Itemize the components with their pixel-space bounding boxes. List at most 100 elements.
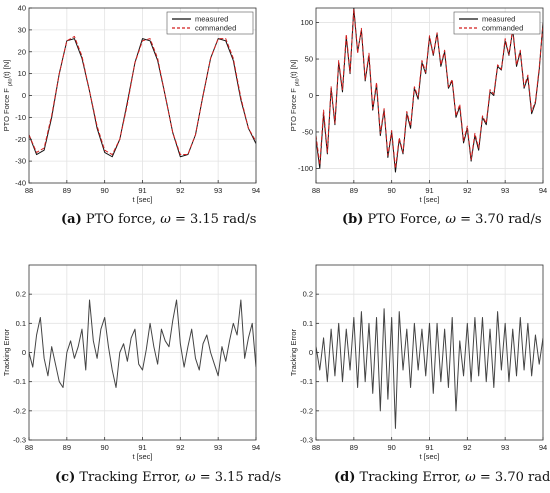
legend-label-commanded-a: commanded xyxy=(195,24,236,33)
x-tick-label-a-5: 93 xyxy=(214,186,222,195)
x-tick-label-b-2: 90 xyxy=(387,186,395,195)
caption-a-value: = 3.15 rad/s xyxy=(174,212,257,227)
x-tick-label-b-4: 92 xyxy=(463,186,471,195)
y-axis-label-c: Tracking Error xyxy=(2,328,11,376)
x-axis-label-b: t [sec] xyxy=(419,195,439,204)
y-tick-label-b-3: 50 xyxy=(305,55,313,64)
caption-b-text: PTO Force, xyxy=(367,212,442,227)
y-tick-label-c-2: -0.1 xyxy=(13,377,26,386)
x-tick-label-d-2: 90 xyxy=(387,443,395,452)
series-line-c xyxy=(29,299,256,388)
caption-b-label: (b) xyxy=(342,212,364,227)
legend-label-measured-a: measured xyxy=(195,15,228,24)
x-axis-label-d: t [sec] xyxy=(419,452,439,461)
x-tick-label-c-3: 91 xyxy=(138,443,146,452)
y-axis-label-main-a: PTO Force F xyxy=(2,86,11,131)
series-line-commanded-b xyxy=(316,8,543,169)
x-tick-label-a-2: 90 xyxy=(100,186,108,195)
y-tick-label-a-2: -20 xyxy=(15,135,26,144)
caption-c: (c) Tracking Error, ω = 3.15 rad/s xyxy=(55,470,281,485)
y-tick-label-d-5: 0.2 xyxy=(303,290,313,299)
caption-b: (b) PTO Force, ω = 3.70 rad/s xyxy=(342,212,542,227)
x-tick-label-c-5: 93 xyxy=(214,443,222,452)
y-tick-label-a-6: 20 xyxy=(18,47,26,56)
caption-c-symbol: ω xyxy=(184,470,196,485)
x-tick-label-d-6: 94 xyxy=(539,443,547,452)
caption-a-text: PTO force, xyxy=(85,212,157,227)
x-axis-label-c: t [sec] xyxy=(132,452,152,461)
caption-d-text: Tracking Error, xyxy=(359,470,461,485)
x-tick-label-a-3: 91 xyxy=(138,186,146,195)
y-tick-label-a-3: -10 xyxy=(15,113,26,122)
y-tick-label-d-4: 0.1 xyxy=(303,319,313,328)
y-tick-label-d-0: -0.3 xyxy=(300,436,313,445)
x-tick-label-d-5: 93 xyxy=(501,443,509,452)
x-tick-label-b-6: 94 xyxy=(539,186,547,195)
y-axis-label-sub-b: pto xyxy=(295,78,301,86)
y-tick-label-a-4: 0 xyxy=(22,91,26,100)
x-tick-label-a-4: 92 xyxy=(176,186,184,195)
chart-c: 88 89 90 91 92 93 94 -0.3 -0.2 -0.1 0 0.1 0.2 t [sec]… xyxy=(2,264,260,461)
chart-d: 88 89 90 91 92 93 94 -0.3 -0.2 -0.1 0 0.1 0.2 t [sec]… xyxy=(289,264,547,461)
y-axis-label-b: PTO Force F pto(t) [N] xyxy=(289,60,301,132)
legend-label-measured-b: measured xyxy=(482,15,515,24)
y-tick-label-c-4: 0.1 xyxy=(16,319,26,328)
caption-b-symbol: ω xyxy=(445,212,456,227)
caption-a-symbol: ω xyxy=(160,212,171,227)
caption-a: (a) PTO force, ω = 3.15 rad/s xyxy=(61,212,256,227)
x-tick-label-b-3: 91 xyxy=(425,186,433,195)
caption-d-label: (d) xyxy=(334,470,356,485)
chart-b: 88 89 90 91 92 93 94 -100 -50 0 50 100 t [sec] PTO Fo… xyxy=(289,7,547,204)
x-tick-label-c-6: 94 xyxy=(252,443,260,452)
x-tick-label-a-6: 94 xyxy=(252,186,260,195)
caption-d-symbol: ω xyxy=(465,470,476,485)
x-tick-label-c-0: 88 xyxy=(25,443,33,452)
y-axis-label-sub-a: pto xyxy=(8,78,14,86)
y-tick-label-d-1: -0.2 xyxy=(300,406,313,415)
x-tick-label-b-0: 88 xyxy=(312,186,320,195)
y-tick-label-b-4: 100 xyxy=(300,18,313,27)
y-axis-label-tail-a: (t) [N] xyxy=(2,60,11,79)
x-tick-label-c-2: 90 xyxy=(100,443,108,452)
y-tick-label-a-7: 30 xyxy=(18,25,26,34)
x-tick-label-a-0: 88 xyxy=(25,186,33,195)
caption-b-value: = 3.70 rad/s xyxy=(460,212,542,227)
x-tick-label-a-1: 89 xyxy=(63,186,71,195)
y-tick-label-d-3: 0 xyxy=(309,348,313,357)
x-tick-label-c-1: 89 xyxy=(63,443,71,452)
caption-c-value: = 3.15 rad/s xyxy=(199,470,282,485)
y-tick-label-c-1: -0.2 xyxy=(13,406,26,415)
y-tick-label-a-8: 40 xyxy=(18,4,26,13)
caption-c-text: Tracking Error, xyxy=(79,470,181,485)
x-axis-label-a: t [sec] xyxy=(132,195,152,204)
series-line-commanded-a xyxy=(29,35,256,156)
caption-d-value: = 3.70 rad/s xyxy=(479,470,550,485)
y-tick-label-d-2: -0.1 xyxy=(300,377,313,386)
y-tick-label-a-5: 10 xyxy=(18,69,26,78)
y-axis-label-a: PTO Force F pto(t) [N] xyxy=(2,60,14,132)
caption-c-label: (c) xyxy=(55,470,76,485)
y-tick-label-c-5: 0.2 xyxy=(16,290,26,299)
x-tick-label-b-5: 93 xyxy=(501,186,509,195)
caption-a-label: (a) xyxy=(61,212,82,227)
y-tick-label-b-1: -50 xyxy=(302,127,313,136)
y-axis-label-tail-b: (t) [N] xyxy=(289,60,298,79)
y-axis-label-d: Tracking Error xyxy=(289,328,298,376)
y-tick-label-b-2: 0 xyxy=(309,91,313,100)
y-tick-label-a-1: -30 xyxy=(15,157,26,166)
chart-a: 88 89 90 91 92 93 94 -40 -30 -20 -10 0 10 20 30 40 t [se… xyxy=(2,4,260,205)
x-tick-label-c-4: 92 xyxy=(176,443,184,452)
x-tick-label-d-0: 88 xyxy=(312,443,320,452)
y-tick-label-c-3: 0 xyxy=(22,348,26,357)
x-tick-label-b-1: 89 xyxy=(350,186,358,195)
y-tick-label-a-0: -40 xyxy=(15,179,26,188)
y-tick-label-b-0: -100 xyxy=(298,164,313,173)
caption-d: (d) Tracking Error, ω = 3.70 rad/s xyxy=(334,470,550,485)
series-line-d xyxy=(316,308,543,429)
x-tick-label-d-1: 89 xyxy=(350,443,358,452)
x-tick-label-d-3: 91 xyxy=(425,443,433,452)
y-axis-label-main-b: PTO Force F xyxy=(289,86,298,131)
